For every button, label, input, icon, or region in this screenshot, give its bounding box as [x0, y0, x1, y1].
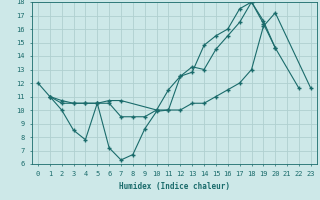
X-axis label: Humidex (Indice chaleur): Humidex (Indice chaleur) [119, 183, 230, 192]
